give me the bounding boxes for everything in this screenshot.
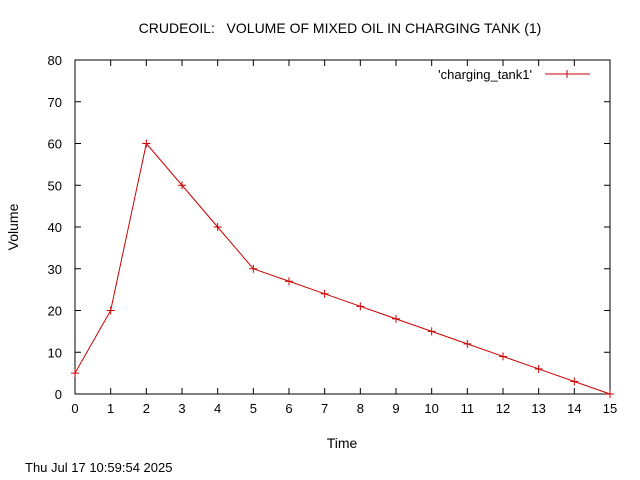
- data-point: [463, 339, 472, 348]
- data-point: [249, 264, 258, 273]
- series-line: [74, 142, 611, 395]
- x-tick-label: 8: [357, 401, 364, 416]
- data-point: [392, 314, 400, 323]
- x-tick-label: 14: [567, 401, 581, 416]
- x-tick-label: 2: [143, 401, 150, 416]
- x-tick-label: 12: [496, 401, 510, 416]
- x-tick-label: 0: [71, 401, 78, 416]
- data-point: [320, 289, 329, 298]
- data-point: [71, 369, 79, 378]
- y-tick-label: 80: [48, 53, 62, 68]
- x-tick-label: 6: [285, 401, 292, 416]
- y-tick-label: 0: [55, 387, 62, 402]
- y-tick-label: 40: [48, 220, 62, 235]
- data-point: [356, 302, 365, 311]
- x-tick-label: 10: [424, 401, 438, 416]
- x-tick-label: 1: [107, 401, 114, 416]
- x-tick-label: 15: [603, 401, 617, 416]
- data-point: [570, 377, 579, 386]
- data-point: [142, 139, 151, 148]
- y-tick-label: 50: [48, 178, 62, 193]
- plot-frame: [74, 59, 611, 395]
- data-point: [106, 306, 115, 315]
- x-tick-label: 4: [214, 401, 221, 416]
- x-tick-label: 11: [461, 401, 475, 416]
- y-tick-label: 60: [48, 137, 62, 152]
- data-point: [178, 181, 186, 190]
- footer-timestamp: Thu Jul 17 10:59:54 2025: [25, 460, 172, 475]
- x-axis-label: Time: [327, 435, 358, 451]
- legend-marker: [563, 70, 571, 78]
- data-point: [606, 390, 614, 398]
- data-point: [427, 327, 436, 336]
- x-tick-label: 13: [531, 401, 545, 416]
- data-point: [213, 223, 222, 231]
- chart-title: CRUDEOIL: VOLUME OF MIXED OIL IN CHARGIN…: [139, 20, 542, 36]
- data-point: [285, 277, 293, 286]
- y-tick-label: 20: [48, 304, 62, 319]
- y-axis-label: Volume: [5, 203, 21, 250]
- data-point: [499, 352, 507, 361]
- x-tick-label: 9: [392, 401, 399, 416]
- legend-label: 'charging_tank1': [438, 67, 532, 82]
- y-tick-label: 30: [48, 262, 62, 277]
- legend: 'charging_tank1': [438, 67, 590, 82]
- data-point: [534, 364, 543, 373]
- y-tick-label: 10: [48, 345, 62, 360]
- x-tick-label: 5: [250, 401, 257, 416]
- x-tick-label: 7: [321, 401, 328, 416]
- x-tick-label: 3: [178, 401, 185, 416]
- y-tick-label: 70: [48, 95, 62, 110]
- series-layer: [71, 139, 614, 398]
